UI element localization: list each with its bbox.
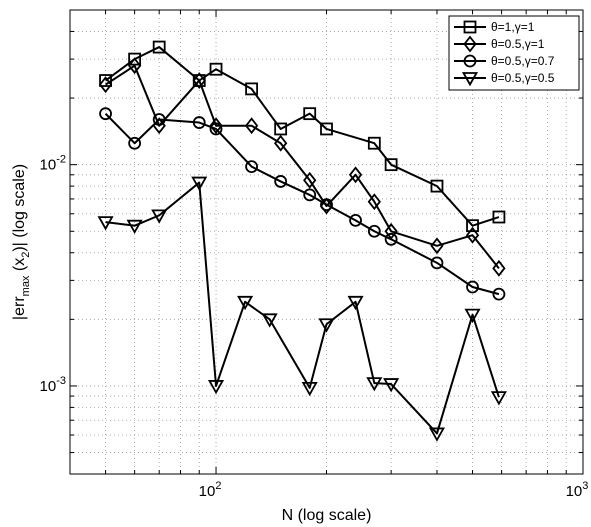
legend-label: θ=0.5,γ=1 <box>491 37 545 51</box>
data-point-circle <box>209 122 223 136</box>
data-point-triangle-down <box>347 295 364 311</box>
legend: θ=1,γ=1 θ=0.5,γ=1 θ=0.5,γ=0.7 θ=0.5,γ=0.5 <box>448 15 580 91</box>
y-axis-label-part-pre: |err <box>11 296 28 320</box>
y-axis-label-sub1: max <box>20 275 32 296</box>
legend-marker-square <box>463 20 477 34</box>
y-axis-label-sub2: 2 <box>20 252 32 258</box>
data-point-square <box>152 40 166 54</box>
legend-label: θ=0.5,γ=0.5 <box>491 71 555 85</box>
data-point-diamond <box>465 226 480 244</box>
data-point-triangle-down <box>301 381 318 397</box>
data-point-circle <box>128 136 142 150</box>
data-point-square <box>430 179 444 193</box>
data-point-diamond <box>127 57 142 75</box>
data-point-diamond <box>430 237 444 255</box>
data-point-square <box>274 122 288 136</box>
data-point-triangle-down <box>464 308 481 323</box>
series-triangle-down <box>97 176 507 442</box>
legend-label: θ=0.5,γ=0.7 <box>491 54 555 68</box>
data-point-circle <box>384 232 398 246</box>
legend-entry: θ=1,γ=1 <box>454 20 535 34</box>
x-tick-label: 103 <box>566 480 589 500</box>
data-point-triangle-down <box>191 176 208 191</box>
data-point-square <box>303 107 317 121</box>
x-tick-label: 102 <box>199 480 222 500</box>
y-axis-label: |errmax (x2)| (log scale) <box>11 164 32 320</box>
data-point-circle <box>466 280 479 294</box>
legend-entry: θ=0.5,γ=0.7 <box>454 54 555 68</box>
data-point-diamond <box>192 72 206 89</box>
series-circle <box>99 107 506 301</box>
data-point-square <box>209 62 223 76</box>
data-point-circle <box>320 198 333 211</box>
data-point-circle <box>274 175 288 188</box>
data-point-triangle-down <box>207 380 225 395</box>
series-line-diamond <box>105 64 500 269</box>
data-point-circle <box>430 256 444 270</box>
data-point-diamond <box>303 171 317 189</box>
data-point-triangle-down <box>237 295 254 311</box>
data-point-circle <box>245 160 258 174</box>
series-line-circle <box>104 112 500 296</box>
data-point-triangle-down <box>261 313 278 328</box>
data-point-triangle-down <box>151 209 168 224</box>
data-point-triangle-down <box>428 427 446 442</box>
data-point-diamond <box>367 193 381 211</box>
legend-marker-circle <box>463 54 477 68</box>
data-point-square <box>245 82 258 96</box>
data-point-square <box>320 122 333 136</box>
data-point-square <box>128 52 142 66</box>
plot-series <box>97 40 507 442</box>
legend-label: θ=1,γ=1 <box>491 20 535 34</box>
series-line-triangle-down <box>105 181 500 435</box>
data-point-circle <box>367 224 381 238</box>
data-point-diamond <box>244 117 259 135</box>
data-point-circle <box>99 107 112 121</box>
data-point-diamond <box>274 134 288 152</box>
data-point-triangle-down <box>490 391 507 406</box>
series-line-square <box>104 46 500 227</box>
series-square <box>99 40 506 233</box>
legend-entry: θ=0.5,γ=0.5 <box>454 71 555 87</box>
data-point-diamond <box>319 197 334 215</box>
data-point-diamond <box>98 76 113 94</box>
y-tick-label: 10-2 <box>40 154 66 174</box>
legend-marker-triangle-down <box>461 72 479 87</box>
data-point-circle <box>152 113 166 126</box>
data-point-circle <box>492 287 506 301</box>
data-point-diamond <box>209 117 223 135</box>
data-point-circle <box>192 116 206 129</box>
data-point-circle <box>303 188 317 202</box>
data-point-triangle-down <box>383 378 400 393</box>
data-point-triangle-down <box>366 377 383 392</box>
data-point-square <box>384 158 398 172</box>
legend-entry: θ=0.5,γ=1 <box>454 35 545 53</box>
y-axis-label-part-post: )| (log scale) <box>11 164 28 252</box>
data-point-triangle-down <box>97 216 114 231</box>
data-point-diamond <box>492 259 506 277</box>
data-point-circle <box>349 213 362 227</box>
x-axis-label: N (log scale) <box>282 507 372 524</box>
data-point-square <box>492 210 506 224</box>
y-axis-label-part-mid: (x <box>11 258 28 276</box>
y-tick-label: 10-3 <box>40 375 66 395</box>
data-point-square <box>466 219 479 233</box>
data-point-diamond <box>348 166 363 184</box>
axis-ticks: 102 103 10-3 10-2 <box>40 9 589 500</box>
data-point-triangle-down <box>126 219 143 235</box>
data-point-square <box>367 136 381 150</box>
data-point-triangle-down <box>318 318 335 333</box>
legend-marker-diamond <box>463 35 477 53</box>
